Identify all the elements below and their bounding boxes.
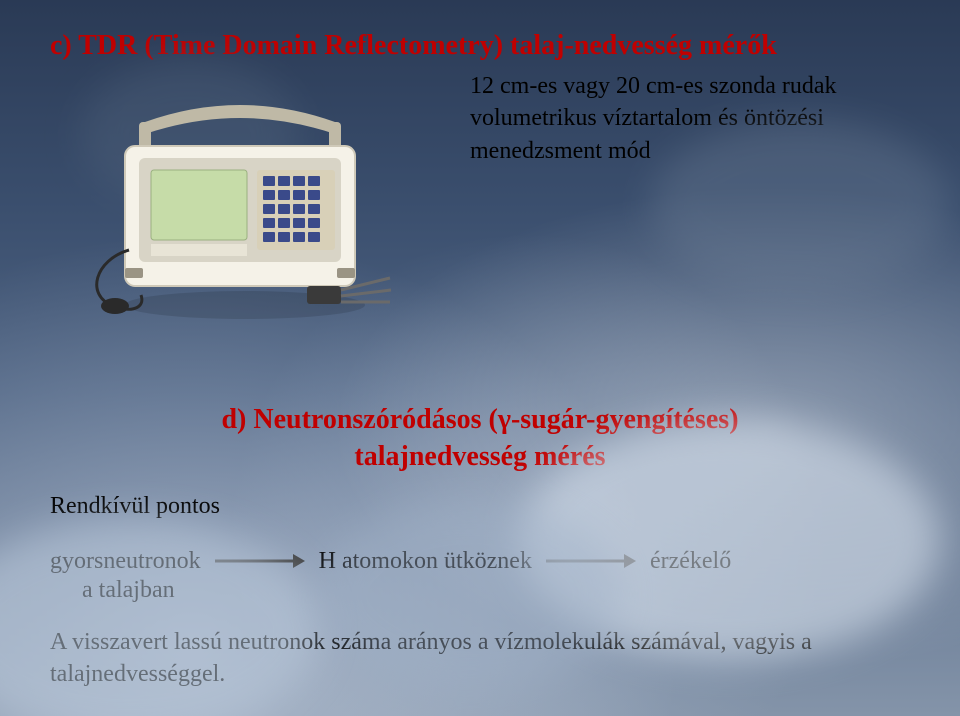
flow-left-bottom: a talajban (82, 577, 910, 604)
section-c-title: c) TDR (Time Domain Reflectometry) talaj… (50, 30, 910, 62)
neutron-flow-row: gyorsneutronok H atomokon ütköznek érzék… (50, 548, 910, 575)
tdr-device-svg (85, 100, 395, 340)
flow-right: érzékelő (650, 548, 731, 575)
section-d-conclusion: A visszavert lassú neutronok száma arány… (50, 626, 900, 691)
arrow-right-icon (546, 552, 636, 570)
section-c-description: 12 cm-es vagy 20 cm-es szonda rudak volu… (470, 70, 910, 167)
slide: c) TDR (Time Domain Reflectometry) talaj… (0, 0, 960, 716)
section-c-line1: 12 cm-es vagy 20 cm-es szonda rudak (470, 70, 910, 102)
section-d-title: d) Neutronszóródásos (γ-sugár-gyengítése… (50, 402, 910, 475)
section-c-line2: volumetrikus víztartalom és öntözési (470, 102, 910, 134)
flow-mid: H atomokon ütköznek (319, 548, 532, 575)
section-c-line3: menedzsment mód (470, 135, 910, 167)
cloud-blob (80, 60, 300, 210)
arrow-right-icon (215, 552, 305, 570)
tdr-device-illustration (85, 100, 395, 340)
section-d-precise: Rendkívül pontos (50, 493, 910, 520)
section-d-title-line2: talajnedvesség mérés (354, 441, 605, 472)
section-d-title-line1: d) Neutronszóródásos (γ-sugár-gyengítése… (221, 404, 738, 435)
flow-left-top: gyorsneutronok (50, 548, 201, 575)
